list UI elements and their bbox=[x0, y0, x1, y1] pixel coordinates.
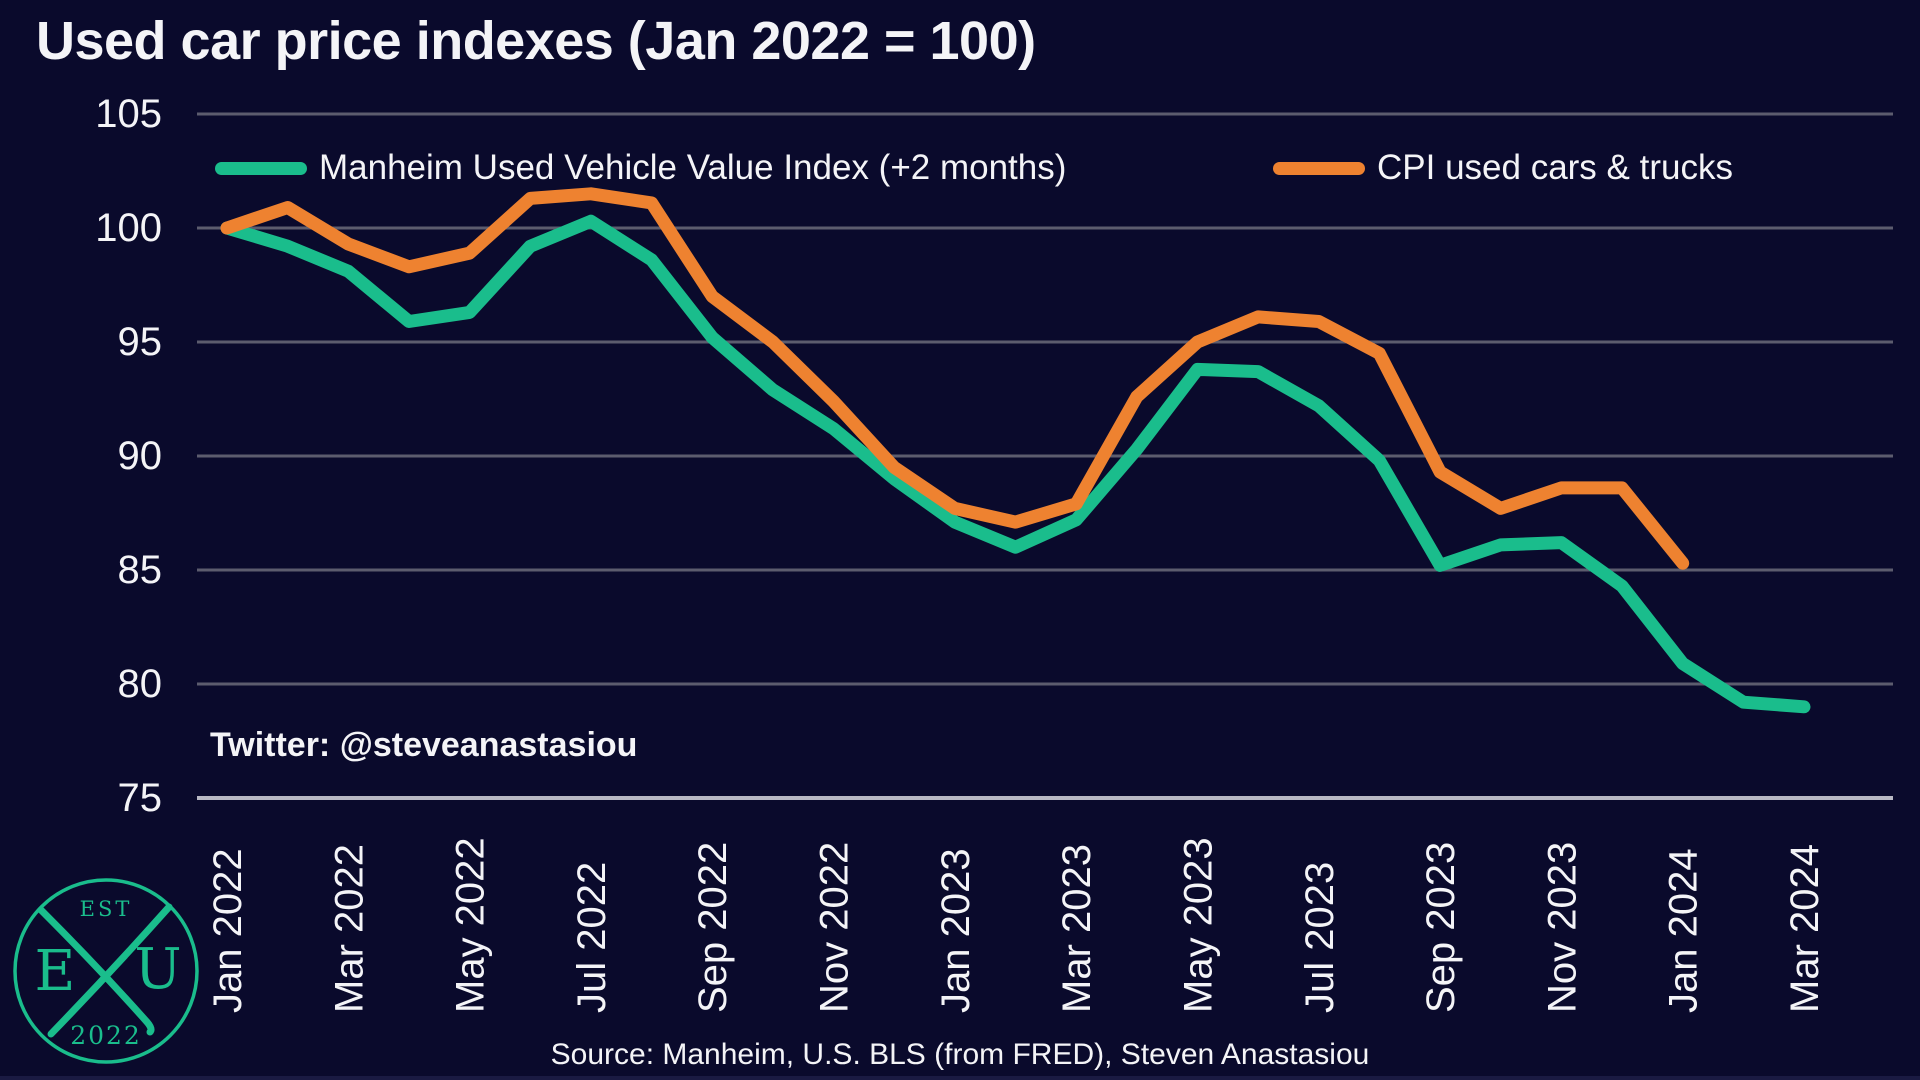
x-tick-label: May 2023 bbox=[1176, 837, 1220, 1013]
y-tick-label: 75 bbox=[117, 776, 163, 820]
legend-item-manheim: Manheim Used Vehicle Value Index (+2 mon… bbox=[215, 148, 1066, 188]
y-tick-label: 90 bbox=[117, 434, 163, 478]
y-tick-label: 95 bbox=[117, 320, 163, 364]
x-tick-label: Nov 2022 bbox=[813, 842, 857, 1013]
y-tick-label: 105 bbox=[95, 92, 162, 136]
y-tick-label: 100 bbox=[95, 206, 162, 250]
source-attribution: Source: Manheim, U.S. BLS (from FRED), S… bbox=[550, 1038, 1370, 1071]
cpi-legend-swatch bbox=[1273, 161, 1365, 175]
x-tick-label: Mar 2022 bbox=[327, 844, 371, 1013]
logo-year-text: 2022 bbox=[70, 1021, 142, 1050]
x-tick-label: Jul 2023 bbox=[1298, 862, 1342, 1013]
logo-letter-e: E bbox=[35, 939, 76, 1004]
x-tick-label: Jan 2023 bbox=[934, 848, 978, 1013]
logo-circle bbox=[13, 878, 199, 1064]
eu-est-2022-logo: EST E U 2022 bbox=[13, 878, 199, 1064]
cpi-legend-label: CPI used cars & trucks bbox=[1377, 148, 1733, 187]
x-tick-label: Nov 2023 bbox=[1540, 842, 1584, 1013]
x-tick-label: May 2022 bbox=[449, 837, 493, 1013]
legend-item-cpi: CPI used cars & trucks bbox=[1273, 148, 1733, 188]
x-tick-label: Mar 2024 bbox=[1783, 844, 1827, 1013]
chart-title: Used car price indexes (Jan 2022 = 100) bbox=[36, 11, 1036, 71]
bottom-edge-strip bbox=[0, 1076, 1920, 1080]
manheim-line bbox=[220, 214, 1811, 714]
cpi-line bbox=[220, 187, 1690, 570]
manheim-legend-label: Manheim Used Vehicle Value Index (+2 mon… bbox=[319, 148, 1067, 187]
twitter-handle: Twitter: @steveanastasiou bbox=[210, 726, 638, 764]
logo-cross-stroke bbox=[47, 903, 173, 1038]
x-tick-label: Jan 2022 bbox=[206, 848, 250, 1013]
x-tick-label: Sep 2023 bbox=[1419, 842, 1463, 1013]
logo-est-text: EST bbox=[80, 897, 133, 921]
y-tick-label: 80 bbox=[117, 662, 163, 706]
x-tick-label: Sep 2022 bbox=[691, 842, 735, 1013]
logo-cross-stroke bbox=[37, 906, 155, 1036]
logo-letter-u: U bbox=[134, 937, 181, 1002]
x-tick-label: Jan 2024 bbox=[1662, 848, 1706, 1013]
y-tick-label: 85 bbox=[117, 548, 163, 592]
x-tick-label: Mar 2023 bbox=[1055, 844, 1099, 1013]
manheim-legend-swatch bbox=[215, 161, 307, 175]
x-tick-label: Jul 2022 bbox=[570, 862, 614, 1013]
